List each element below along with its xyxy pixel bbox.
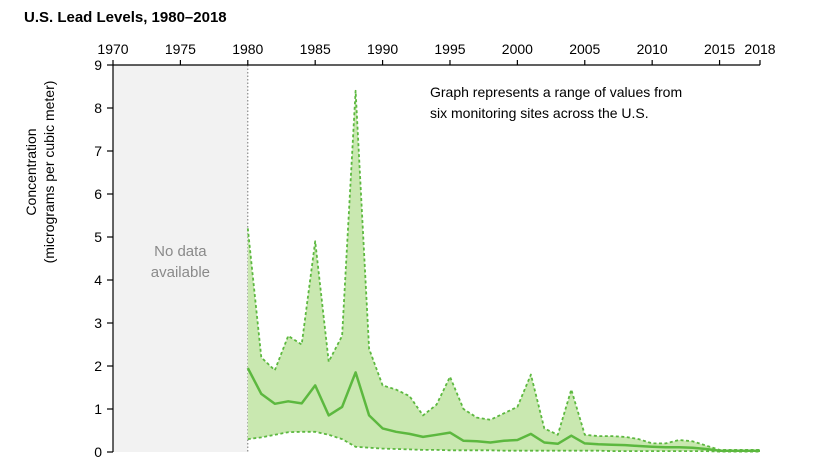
y-axis-label: Concentration xyxy=(23,128,39,215)
range-area xyxy=(247,90,761,452)
y-tick-label: 0 xyxy=(94,444,102,460)
mean-series-line xyxy=(246,367,760,452)
chart-title: U.S. Lead Levels, 1980–2018 xyxy=(24,9,227,26)
y-axis-label-group: Concentration (micrograms per cubic mete… xyxy=(23,81,57,264)
y-tick-label: 3 xyxy=(94,315,102,331)
y-tick-label: 4 xyxy=(94,272,102,288)
no-data-region: No data available xyxy=(112,65,249,452)
x-tick-label: 2000 xyxy=(502,41,533,57)
x-tick-label: 2015 xyxy=(704,41,735,57)
max-series-line xyxy=(246,89,760,451)
y-tick-label: 5 xyxy=(94,229,102,245)
y-axis-sublabel: (micrograms per cubic meter) xyxy=(41,81,57,264)
x-tick-label: 2018 xyxy=(744,41,775,57)
no-data-label-line: No data xyxy=(154,243,207,260)
series-lines xyxy=(246,89,760,453)
y-tick-label: 6 xyxy=(94,186,102,202)
x-tick-label: 1980 xyxy=(232,41,263,57)
x-axis-ticks: 1970 1975 1980 1985 1990 1995 2000 2005 2010 2015… xyxy=(97,41,776,65)
x-tick-label: 2005 xyxy=(569,41,600,57)
x-tick-label: 1975 xyxy=(165,41,196,57)
min-series-line xyxy=(247,430,760,453)
no-data-background xyxy=(113,65,248,452)
y-tick-label: 9 xyxy=(94,57,102,73)
y-tick-label: 1 xyxy=(94,401,102,417)
range-band xyxy=(247,90,761,452)
y-axis-ticks: 0 1 2 3 4 5 6 7 8 9 xyxy=(94,57,113,460)
x-tick-label: 1970 xyxy=(97,41,128,57)
y-tick-label: 8 xyxy=(94,100,102,116)
x-tick-label: 1990 xyxy=(367,41,398,57)
x-tick-label: 2010 xyxy=(637,41,668,57)
y-tick-label: 2 xyxy=(94,358,102,374)
annotation-line-1: Graph represents a range of values from xyxy=(430,84,682,100)
x-tick-label: 1995 xyxy=(434,41,465,57)
no-data-label-line: available xyxy=(151,264,210,281)
annotation-line-2: six monitoring sites across the U.S. xyxy=(430,105,649,121)
y-tick-label: 7 xyxy=(94,143,102,159)
x-tick-label: 1985 xyxy=(300,41,331,57)
